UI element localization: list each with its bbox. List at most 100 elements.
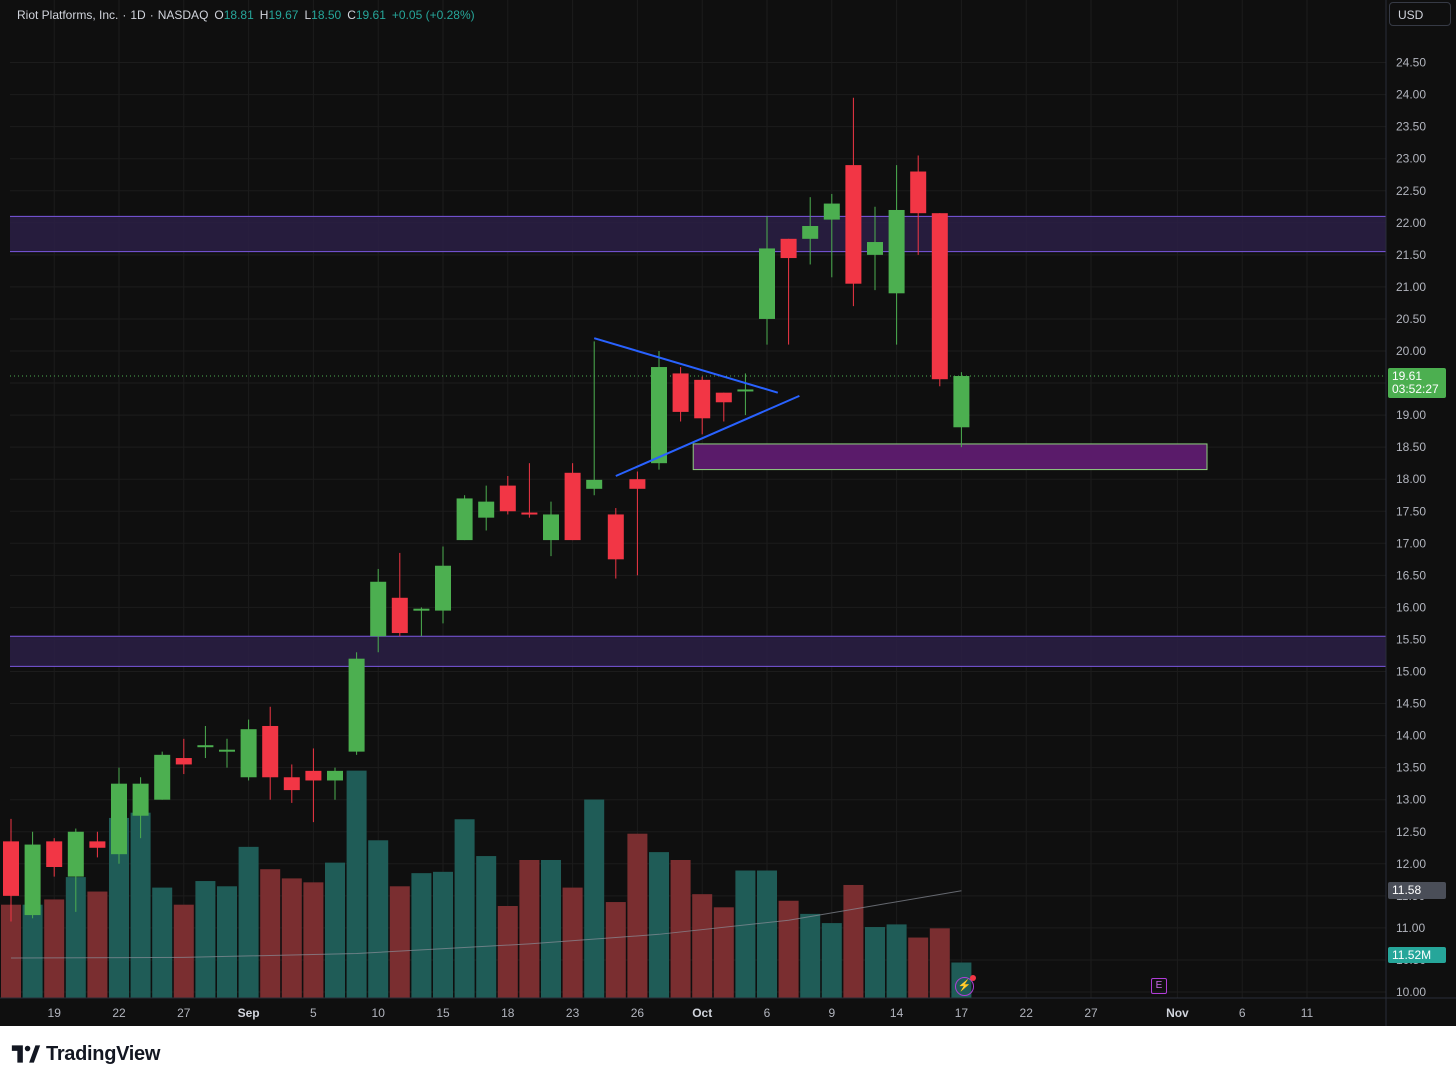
price-tick-label: 14.00 (1396, 729, 1426, 743)
support-box (692, 443, 1208, 471)
candle-body (413, 608, 430, 611)
candle-body (694, 379, 711, 419)
candle-body (132, 783, 149, 816)
price-tick-label: 20.50 (1396, 312, 1426, 326)
earnings-icon[interactable]: E (1151, 978, 1167, 994)
volume-bar (65, 877, 86, 998)
time-tick-label: 26 (631, 1006, 645, 1020)
candle-body (672, 373, 689, 412)
volume-bar (325, 862, 345, 998)
volume-bar (411, 873, 432, 998)
time-tick-label: 9 (828, 1006, 835, 1020)
volume-bar (692, 894, 713, 998)
price-tick-label: 12.00 (1396, 857, 1426, 871)
candle-body (219, 749, 235, 752)
candle-body (888, 209, 905, 294)
candle-body (564, 472, 581, 541)
price-tick-label: 14.50 (1396, 697, 1426, 711)
time-tick-label: 18 (501, 1006, 515, 1020)
volume-bar (843, 884, 864, 998)
time-tick-label: 22 (112, 1006, 126, 1020)
volume-bar (605, 902, 626, 998)
volume-bar (908, 937, 929, 998)
last-price-value: 19.61 (1392, 369, 1423, 383)
volume-bar (476, 856, 497, 998)
volume-bar (541, 860, 561, 998)
tradingview-logo[interactable]: TradingView (10, 1040, 160, 1068)
price-tick-label: 17.00 (1396, 536, 1426, 550)
symbol-name[interactable]: Riot Platforms, Inc. (17, 8, 119, 22)
lightning-icon[interactable]: ⚡ (955, 975, 976, 996)
price-tick-label: 15.00 (1396, 665, 1426, 679)
volume-bar (886, 924, 907, 998)
volume-ma-line (10, 890, 962, 959)
candle-body (240, 729, 257, 778)
price-chart[interactable]: 10.0010.5011.0011.5012.0012.5013.0013.50… (0, 0, 1456, 1026)
volume-tag: 11.52M (1388, 947, 1446, 963)
exchange: NASDAQ (157, 8, 209, 22)
chart-frame[interactable]: 10.0010.5011.0011.5012.0012.5013.0013.50… (0, 0, 1456, 1026)
price-tick-label: 19.00 (1396, 408, 1426, 422)
volume-bar (303, 882, 324, 998)
price-tick-label: 22.50 (1396, 184, 1426, 198)
volume-bar (22, 904, 43, 998)
time-tick-label: 5 (310, 1006, 317, 1020)
time-tick-label: 27 (177, 1006, 191, 1020)
candle-body (67, 831, 84, 877)
triangle-upper-trendline (593, 337, 779, 394)
volume-bar (389, 886, 410, 998)
price-tick-label: 18.00 (1396, 472, 1426, 486)
candle-body (89, 841, 106, 848)
price-tick-label: 16.00 (1396, 600, 1426, 614)
candle-body (802, 226, 819, 239)
price-tick-label: 12.50 (1396, 825, 1426, 839)
candle-body (607, 514, 624, 560)
time-tick-label: Oct (692, 1006, 712, 1020)
candle-body (456, 498, 473, 541)
candle-body (737, 389, 754, 392)
candle-body (499, 485, 516, 512)
price-tick-label: 18.50 (1396, 440, 1426, 454)
candle-body (391, 597, 408, 634)
candle-body (283, 777, 300, 791)
candle-body (845, 165, 862, 284)
candle-body (262, 725, 279, 778)
bar-countdown: 03:52:27 (1392, 382, 1439, 396)
time-tick-label: 11 (1301, 1006, 1314, 1020)
volume-bar (1, 904, 21, 998)
candle-body (46, 841, 63, 868)
volume-bar (778, 900, 799, 998)
candle-body (931, 213, 948, 380)
price-tick-label: 11.00 (1396, 921, 1425, 935)
time-tick-label: 17 (955, 1006, 969, 1020)
volume-bar (929, 928, 950, 998)
price-tick-label: 24.50 (1396, 56, 1426, 70)
close-value: 19.61 (355, 8, 386, 22)
price-tick-label: 24.00 (1396, 88, 1426, 102)
low-value: 18.50 (311, 8, 342, 22)
open-label: O (214, 8, 224, 22)
time-tick-label: 22 (1020, 1006, 1034, 1020)
price-tick-label: 10.00 (1396, 985, 1426, 999)
triangle-lower-trendline (615, 394, 800, 477)
volume-bar (44, 899, 65, 998)
volume-bar (649, 852, 669, 998)
candle-body (629, 479, 646, 489)
resistance-zone (10, 636, 1386, 667)
candle-body (305, 770, 322, 781)
volume-bar (735, 870, 756, 998)
candle-body (348, 658, 365, 752)
brand-name: TradingView (46, 1042, 161, 1065)
volume-bar (800, 913, 821, 998)
volume-bar (497, 906, 518, 998)
currency-button[interactable]: USD (1389, 2, 1451, 26)
volume-bar (368, 840, 389, 998)
volume-bar (627, 833, 648, 998)
candle-body (327, 770, 343, 781)
interval[interactable]: 1D (130, 8, 146, 22)
price-tick-label: 17.50 (1396, 504, 1426, 518)
candle-body (910, 171, 927, 214)
candle-body (867, 242, 883, 255)
time-tick-label: 6 (764, 1006, 771, 1020)
volume-bar (238, 846, 259, 998)
